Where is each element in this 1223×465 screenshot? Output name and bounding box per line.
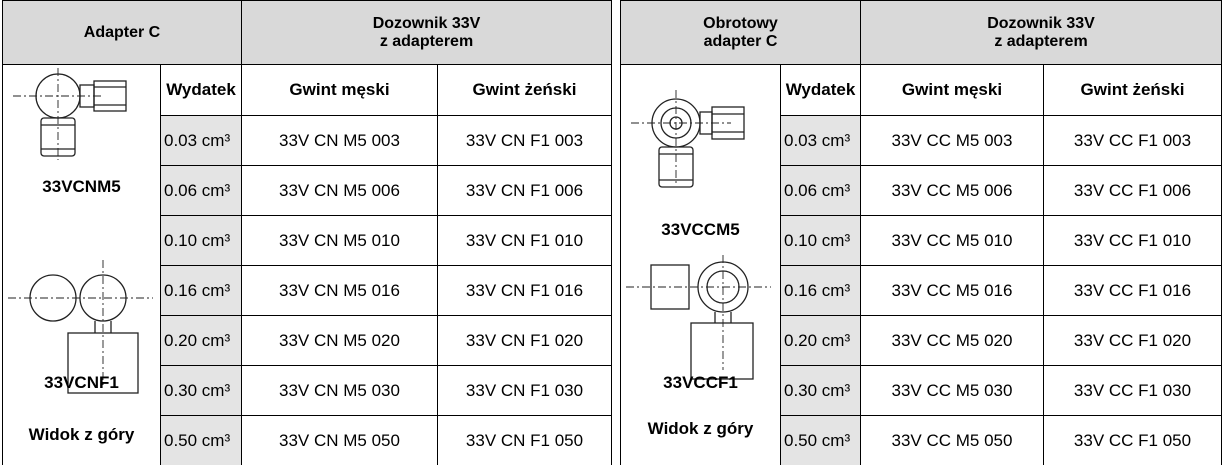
part-cell: 33V CN F1 030 xyxy=(437,365,612,416)
part-cell: 33V CC M5 003 xyxy=(860,115,1044,166)
data-row: 0.06 cm³ 33V CC M5 006 33V CC F1 006 xyxy=(621,165,1222,216)
part-cell: 33V CN M5 006 xyxy=(241,165,438,216)
part-cell: 33V CC M5 016 xyxy=(860,265,1044,316)
volume-cell: 0.03 cm³ xyxy=(780,115,861,166)
group-header-row: Adapter C Dozownik 33V z adapterem xyxy=(2,0,612,65)
part-cell: 33V CN M5 016 xyxy=(241,265,438,316)
column-header: Gwint męski xyxy=(860,64,1044,116)
data-row: 0.20 cm³ 33V CN M5 020 33V CN F1 020 xyxy=(3,315,612,366)
group-header: Adapter C xyxy=(2,0,242,65)
data-row: 0.03 cm³ 33V CC M5 003 33V CC F1 003 xyxy=(621,115,1222,166)
part-cell: 33V CC M5 020 xyxy=(860,315,1044,366)
volume-cell: 0.16 cm³ xyxy=(780,265,861,316)
part-cell: 33V CC M5 050 xyxy=(860,415,1044,465)
image-label: 33VCNF1 xyxy=(44,373,119,392)
right-table-wrap: Obrotowy adapter C Dozownik 33V z adapterem… xyxy=(620,0,1222,465)
volume-cell: 0.50 cm³ xyxy=(160,415,242,465)
volume-cell: 0.16 cm³ xyxy=(160,265,242,316)
column-header: Wydatek xyxy=(160,64,242,116)
column-header-row: 33VCCM5 33VCCF1 Widok z góry Wydatek Gwint m… xyxy=(620,64,1222,465)
fitting-drawing xyxy=(626,90,771,380)
volume-cell: 0.30 cm³ xyxy=(780,365,861,416)
part-cell: 33V CN M5 030 xyxy=(241,365,438,416)
part-cell: 33V CC F1 016 xyxy=(1043,265,1222,316)
part-cell: 33V CN F1 006 xyxy=(437,165,612,216)
volume-cell: 0.03 cm³ xyxy=(160,115,242,166)
data-row: 0.30 cm³ 33V CN M5 030 33V CN F1 030 xyxy=(3,365,612,416)
volume-cell: 0.06 cm³ xyxy=(160,165,242,216)
group-header: Dozownik 33V z adapterem xyxy=(241,0,612,65)
data-row: 0.20 cm³ 33V CC M5 020 33V CC F1 020 xyxy=(621,315,1222,366)
image-label: Widok z góry xyxy=(647,419,754,438)
part-cell: 33V CC F1 020 xyxy=(1043,315,1222,366)
part-cell: 33V CN M5 050 xyxy=(241,415,438,465)
image-label: 33VCCM5 xyxy=(661,220,740,239)
data-row: 0.16 cm³ 33V CC M5 016 33V CC F1 016 xyxy=(621,265,1222,316)
fitting-drawing xyxy=(8,68,153,394)
column-header: Gwint męski xyxy=(241,64,438,116)
data-row: 0.30 cm³ 33V CC M5 030 33V CC F1 030 xyxy=(621,365,1222,416)
header-line: z adapterem xyxy=(379,32,474,50)
column-header: Gwint żeński xyxy=(437,64,612,116)
part-cell: 33V CN M5 010 xyxy=(241,215,438,266)
part-cell: 33V CN M5 003 xyxy=(241,115,438,166)
volume-cell: 0.50 cm³ xyxy=(780,415,861,465)
part-cell: 33V CC F1 003 xyxy=(1043,115,1222,166)
group-header: Obrotowy adapter C xyxy=(620,0,861,65)
data-row: 0.10 cm³ 33V CC M5 010 33V CC F1 010 xyxy=(621,215,1222,266)
header-line: adapter C xyxy=(703,32,778,50)
volume-cell: 0.06 cm³ xyxy=(780,165,861,216)
data-table: Obrotowy adapter C Dozownik 33V z adapterem… xyxy=(620,0,1222,465)
volume-cell: 0.10 cm³ xyxy=(160,215,242,266)
column-header: Gwint żeński xyxy=(1043,64,1222,116)
data-row: 0.03 cm³ 33V CN M5 003 33V CN F1 003 xyxy=(3,115,612,166)
image-label: 33VCNM5 xyxy=(42,177,121,196)
header-line: Dozownik 33V xyxy=(987,14,1095,32)
part-cell: 33V CC M5 006 xyxy=(860,165,1044,216)
data-row: 0.06 cm³ 33V CN M5 006 33V CN F1 006 xyxy=(3,165,612,216)
column-header-row: 33VCNM5 33VCNF1 Widok z góry Wydatek Gwint m… xyxy=(2,64,612,465)
group-header-row: Obrotowy adapter C Dozownik 33V z adapterem xyxy=(620,0,1222,65)
volume-cell: 0.20 cm³ xyxy=(160,315,242,366)
part-cell: 33V CN F1 020 xyxy=(437,315,612,366)
header-line: Dozownik 33V xyxy=(372,14,481,32)
image-label: Widok z góry xyxy=(28,425,135,444)
group-header: Dozownik 33V z adapterem xyxy=(860,0,1222,65)
data-row: 0.50 cm³ 33V CC M5 050 33V CC F1 050 xyxy=(621,415,1222,465)
part-cell: 33V CC F1 030 xyxy=(1043,365,1222,416)
part-cell: 33V CC M5 030 xyxy=(860,365,1044,416)
part-cell: 33V CN F1 003 xyxy=(437,115,612,166)
part-cell: 33V CN F1 010 xyxy=(437,215,612,266)
part-cell: 33V CN M5 020 xyxy=(241,315,438,366)
part-cell: 33V CC F1 006 xyxy=(1043,165,1222,216)
part-cell: 33V CN F1 016 xyxy=(437,265,612,316)
image-cell: 33VCNM5 33VCNF1 Widok z góry xyxy=(2,64,161,465)
data-row: 0.50 cm³ 33V CN M5 050 33V CN F1 050 xyxy=(3,415,612,465)
image-label: 33VCCF1 xyxy=(663,373,738,392)
volume-cell: 0.10 cm³ xyxy=(780,215,861,266)
part-cell: 33V CN F1 050 xyxy=(437,415,612,465)
left-table-wrap: Adapter C Dozownik 33V z adapterem 33VCNM5… xyxy=(2,0,612,465)
column-header: Wydatek xyxy=(780,64,861,116)
volume-cell: 0.20 cm³ xyxy=(780,315,861,366)
data-table: Adapter C Dozownik 33V z adapterem 33VCNM5… xyxy=(2,0,612,465)
header-line: Obrotowy xyxy=(703,14,778,32)
volume-cell: 0.30 cm³ xyxy=(160,365,242,416)
part-cell: 33V CC F1 050 xyxy=(1043,415,1222,465)
part-cell: 33V CC M5 010 xyxy=(860,215,1044,266)
header-line: Adapter C xyxy=(83,23,161,41)
header-line: z adapterem xyxy=(994,32,1088,50)
image-cell: 33VCCM5 33VCCF1 Widok z góry xyxy=(620,64,781,465)
part-cell: 33V CC F1 010 xyxy=(1043,215,1222,266)
